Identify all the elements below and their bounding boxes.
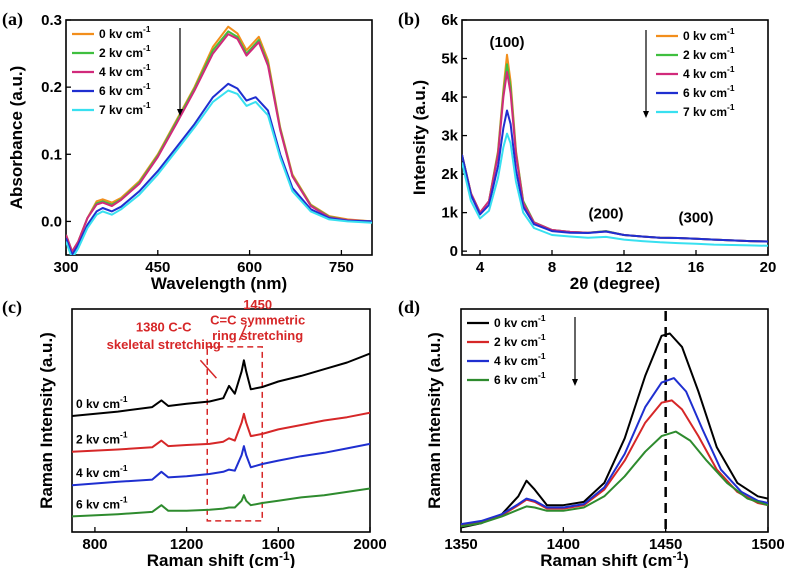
x-tick-label: 600 — [237, 259, 262, 276]
x-tick-label: 12 — [616, 259, 633, 276]
legend-arrowhead — [572, 379, 578, 386]
x-tick-label: 8 — [548, 259, 556, 276]
series-line — [461, 332, 768, 529]
y-axis-label: Raman Intensity (a.u.) — [425, 332, 444, 509]
series-line — [462, 109, 768, 243]
annotation: 1380 C-C — [136, 319, 192, 334]
x-tick-label: 800 — [82, 536, 107, 553]
series-line — [66, 82, 372, 255]
y-tick-label: 0.0 — [41, 213, 62, 230]
panel-label: (d) — [398, 297, 420, 318]
series-label: 4 kv cm-1 — [76, 463, 128, 480]
panel-label: (b) — [398, 9, 420, 30]
annotation: (100) — [489, 34, 524, 51]
x-tick-label: 450 — [145, 259, 170, 276]
legend-label: 2 kv cm-1 — [683, 45, 735, 62]
y-tick-label: 0.3 — [41, 12, 62, 29]
legend-label: 0 kv cm-1 — [99, 24, 151, 41]
x-tick-label: 2000 — [353, 536, 386, 553]
series-line — [66, 33, 372, 253]
x-tick-label: 1450 — [649, 536, 682, 553]
series-line — [72, 442, 370, 487]
panel-b: 4 8 12 16 20 0 1k 2k 3k 4k 5k 6k 2θ (degree) Intensit… — [398, 9, 776, 293]
panel-d: 1350 1400 1450 1500 Raman shift (cm-1) Raman … — [398, 297, 785, 568]
legend-label: 2 kv cm-1 — [494, 332, 546, 349]
plot-frame — [461, 19, 769, 256]
panel-label: (c) — [2, 297, 22, 318]
x-tick-label: 1400 — [547, 536, 580, 553]
series-label: 6 kv cm-1 — [76, 494, 128, 511]
annotation: ring stretching — [212, 328, 303, 343]
series-line — [462, 132, 768, 247]
x-tick-label: 1600 — [262, 536, 295, 553]
series-line — [72, 352, 370, 417]
y-tick-label: 2k — [441, 166, 458, 183]
x-tick-label: 16 — [688, 259, 705, 276]
highlight-box — [206, 346, 264, 522]
series-line — [461, 430, 768, 528]
x-axis-label: Wavelength (nm) — [151, 274, 287, 293]
legend-label: 6 kv cm-1 — [494, 370, 546, 387]
x-tick-label: 750 — [329, 259, 354, 276]
legend-label: 2 kv cm-1 — [99, 43, 151, 60]
series-line — [461, 377, 768, 526]
legend-label: 0 kv cm-1 — [683, 26, 735, 43]
x-axis-label: Raman shift (cm-1) — [147, 549, 296, 568]
y-tick-label: 5k — [441, 51, 458, 68]
y-axis-label: Intensity (a.u.) — [410, 80, 429, 195]
x-tick-label: 1200 — [170, 536, 203, 553]
legend-label: 6 kv cm-1 — [99, 81, 151, 98]
annotation: 1450 — [243, 297, 272, 312]
x-tick-label: 20 — [760, 259, 777, 276]
legend-arrowhead — [177, 109, 183, 116]
legend-arrowhead — [643, 111, 649, 118]
series-line — [66, 89, 372, 255]
annotation: (200) — [588, 205, 623, 222]
series-line — [72, 487, 370, 518]
legend-label: 4 kv cm-1 — [494, 351, 546, 368]
y-tick-label: 4k — [441, 89, 458, 106]
x-tick-label: 4 — [476, 259, 485, 276]
panel-c: 800 1200 1600 2000 Raman shift (cm-1) Raman I… — [2, 297, 387, 568]
series-label: 2 kv cm-1 — [76, 430, 128, 447]
y-axis-label: Raman Intensity (a.u.) — [37, 332, 56, 509]
legend-label: 0 kv cm-1 — [494, 313, 546, 330]
legend-label: 4 kv cm-1 — [683, 64, 735, 81]
y-tick-label: 6k — [441, 12, 458, 29]
panel-label: (a) — [2, 9, 23, 30]
series-line — [72, 411, 370, 453]
legend-label: 7 kv cm-1 — [683, 102, 735, 119]
x-tick-label: 1350 — [444, 536, 477, 553]
annotation-arrow — [238, 324, 247, 341]
annotation: skeletal stretching — [107, 337, 221, 352]
plot-frame — [460, 308, 769, 533]
x-tick-label: 300 — [53, 259, 78, 276]
y-tick-label: 0 — [450, 243, 458, 260]
annotation-arrow — [199, 359, 217, 379]
y-tick-label: 0.2 — [41, 79, 62, 96]
x-tick-label: 1500 — [751, 536, 784, 553]
series-label: 0 kv cm-1 — [76, 394, 128, 411]
annotation: C=C symmetric — [210, 313, 305, 328]
y-tick-label: 0.1 — [41, 146, 62, 163]
legend-label: 6 kv cm-1 — [683, 83, 735, 100]
y-axis-label: Absorbance (a.u.) — [7, 66, 26, 210]
y-tick-label: 1k — [441, 205, 458, 222]
x-axis-label: Raman shift (cm-1) — [540, 549, 689, 568]
legend-label: 4 kv cm-1 — [99, 62, 151, 79]
x-axis-label: 2θ (degree) — [570, 274, 660, 293]
y-tick-label: 3k — [441, 128, 458, 145]
plot-frame — [65, 19, 373, 256]
legend-label: 7 kv cm-1 — [99, 100, 151, 117]
annotation: (300) — [678, 209, 713, 226]
plot-frame — [71, 308, 371, 533]
panel-a: 300 450 600 750 0.0 0.1 0.2 0.3 Wavelength (nm) A… — [2, 9, 373, 293]
